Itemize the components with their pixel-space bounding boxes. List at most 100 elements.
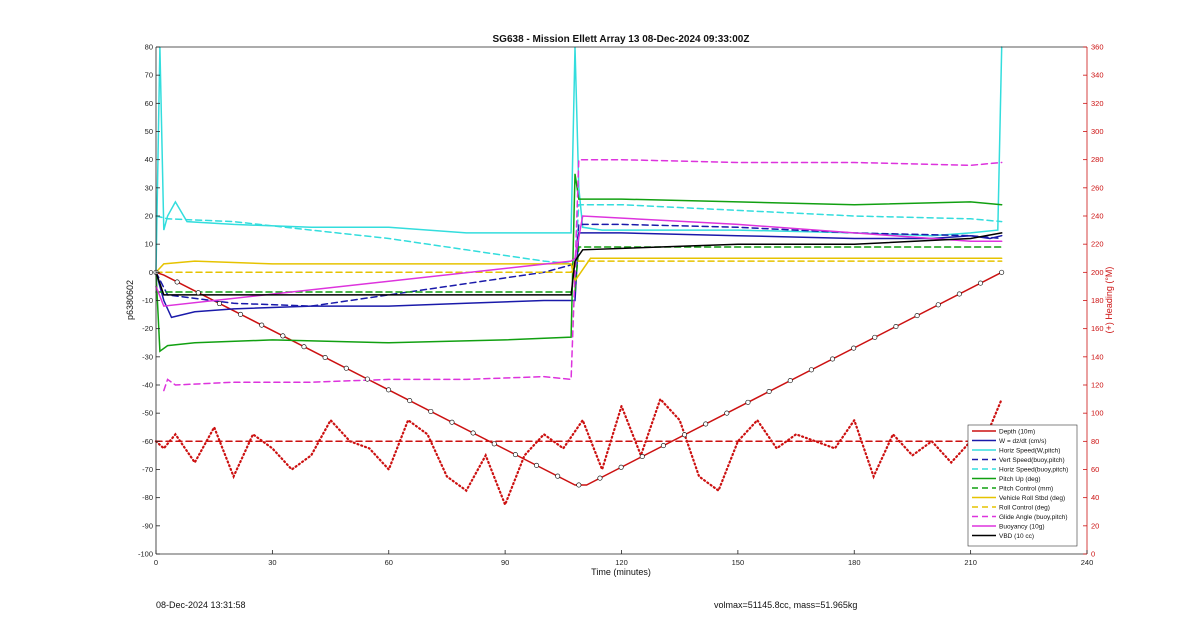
y-right-tick-label: 300 — [1091, 127, 1104, 136]
y-tick-label: -10 — [142, 296, 153, 305]
legend-label-10: Buoyancy (10g) — [999, 524, 1045, 531]
y-right-tick-label: 280 — [1091, 155, 1104, 164]
y-right-tick-label: 120 — [1091, 381, 1104, 390]
y-tick-label: 10 — [145, 240, 153, 249]
x-tick-label: 120 — [615, 558, 628, 567]
x-tick-label: 240 — [1081, 558, 1094, 567]
depth-marker — [343, 365, 349, 371]
depth-marker — [872, 334, 878, 340]
legend-label-6: Pitch Control (mm) — [999, 486, 1053, 493]
depth-marker — [512, 452, 518, 458]
legend-label-3: Vert Speed(buoy,pitch) — [999, 457, 1065, 464]
y-tick-label: -20 — [142, 324, 153, 333]
depth-marker — [576, 482, 582, 488]
y-tick-label: 0 — [149, 268, 153, 277]
depth-marker — [364, 376, 370, 382]
depth-marker — [322, 355, 328, 361]
legend-label-8: Roll Control (deg) — [999, 505, 1050, 512]
depth-marker — [174, 279, 180, 285]
y-tick-label: -40 — [142, 381, 153, 390]
y-right-tick-label: 0 — [1091, 550, 1095, 559]
y-tick-label: -80 — [142, 493, 153, 502]
legend-label-11: VBD (10 cc) — [999, 533, 1034, 540]
depth-marker — [555, 473, 561, 479]
depth-marker — [914, 313, 920, 319]
y-tick-label: -100 — [138, 550, 153, 559]
legend-label-7: Vehicle Roll Stbd (deg) — [999, 495, 1065, 502]
y-tick-label: 80 — [145, 43, 153, 52]
chart-title: SG638 - Mission Ellett Array 13 08-Dec-2… — [493, 34, 750, 45]
y-tick-label: -30 — [142, 352, 153, 361]
depth-marker — [724, 410, 730, 416]
depth-marker — [660, 443, 666, 449]
depth-marker — [280, 333, 286, 339]
y-right-tick-label: 200 — [1091, 268, 1104, 277]
y-right-tick-label: 240 — [1091, 212, 1104, 221]
y-right-tick-label: 140 — [1091, 352, 1104, 361]
y-tick-label: -70 — [142, 465, 153, 474]
series-line-10 — [155, 215, 1003, 307]
y-right-tick-label: 340 — [1091, 71, 1104, 80]
depth-marker — [766, 388, 772, 394]
y-tick-label: 50 — [145, 127, 153, 136]
depth-marker — [195, 290, 201, 296]
legend: Depth (10m) W = dz/dt (cm/s) Horiz Speed(W… — [967, 424, 1078, 547]
depth-marker — [956, 291, 962, 297]
legend-label-4: Horiz Speed(buoy,pitch) — [999, 467, 1068, 474]
y-right-tick-label: 180 — [1091, 296, 1104, 305]
depth-marker — [787, 378, 793, 384]
series-line-12 — [154, 396, 1003, 508]
y-tick-label: -50 — [142, 409, 153, 418]
footer-info: volmax=51145.8cc, mass=51.965kg — [714, 600, 858, 610]
y-right-tick-label: 360 — [1091, 43, 1104, 52]
depth-marker — [491, 441, 497, 447]
depth-marker — [935, 302, 941, 308]
y-right-tick-label: 100 — [1091, 409, 1104, 418]
x-tick-label: 210 — [964, 558, 977, 567]
y-right-tick-label: 20 — [1091, 521, 1099, 530]
depth-marker — [428, 408, 434, 414]
depth-marker — [703, 421, 709, 427]
series-line-6 — [155, 246, 1003, 293]
series-line-2 — [155, 46, 1003, 274]
y-tick-label: 40 — [145, 155, 153, 164]
series-line-5 — [155, 173, 1003, 353]
y-right-tick-label: 60 — [1091, 465, 1099, 474]
depth-marker — [449, 419, 455, 425]
depth-marker — [238, 311, 244, 317]
y-right-tick-label: 320 — [1091, 99, 1104, 108]
x-axis-label: Time (minutes) — [591, 567, 651, 577]
legend-label-0: Depth (10m) — [999, 429, 1035, 436]
y-tick-label: 20 — [145, 212, 153, 221]
footer-date: 08-Dec-2024 13:31:58 — [156, 600, 246, 610]
depth-marker — [618, 464, 624, 470]
legend-label-1: W = dz/dt (cm/s) — [999, 438, 1047, 445]
depth-marker — [808, 367, 814, 373]
depth-marker — [745, 399, 751, 405]
depth-marker — [301, 344, 307, 350]
depth-marker — [999, 269, 1005, 275]
depth-marker — [470, 430, 476, 436]
x-tick-label: 150 — [732, 558, 745, 567]
legend-label-5: Pitch Up (deg) — [999, 476, 1041, 483]
y-right-tick-label: 40 — [1091, 493, 1099, 502]
series-line-1 — [155, 232, 1003, 319]
x-tick-label: 180 — [848, 558, 861, 567]
series-line-11 — [155, 232, 1003, 296]
depth-marker — [386, 387, 392, 393]
series-line-7 — [155, 257, 1003, 283]
y-axis-label: p6380602 — [125, 280, 135, 320]
y-right-tick-label: 220 — [1091, 240, 1104, 249]
y-right-tick-label: 160 — [1091, 324, 1104, 333]
x-tick-label: 60 — [385, 558, 393, 567]
y-tick-label: 30 — [145, 183, 153, 192]
y-tick-label: 70 — [145, 71, 153, 80]
depth-marker — [893, 323, 899, 329]
y-right-tick-label: 80 — [1091, 437, 1099, 446]
depth-marker — [407, 398, 413, 404]
depth-marker — [682, 432, 688, 438]
legend-label-9: Glide Angle (buoy,pitch) — [999, 514, 1068, 521]
depth-marker — [259, 322, 265, 328]
y-tick-label: 60 — [145, 99, 153, 108]
